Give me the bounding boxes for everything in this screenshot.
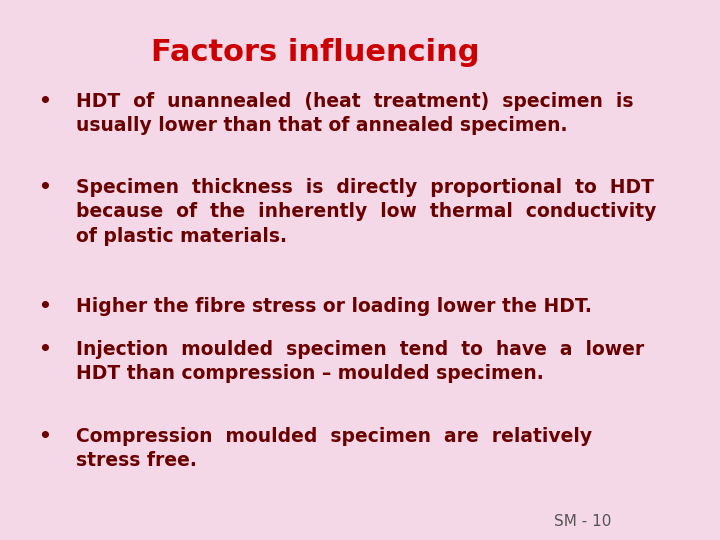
Text: Factors influencing: Factors influencing: [151, 38, 480, 67]
Text: Injection  moulded  specimen  tend  to  have  a  lower
HDT than compression – mo: Injection moulded specimen tend to have …: [76, 340, 644, 383]
Text: Specimen  thickness  is  directly  proportional  to  HDT
because  of  the  inher: Specimen thickness is directly proportio…: [76, 178, 656, 246]
Text: Higher the fibre stress or loading lower the HDT.: Higher the fibre stress or loading lower…: [76, 297, 592, 316]
Text: •: •: [37, 178, 50, 197]
Text: SM - 10: SM - 10: [554, 514, 612, 529]
Text: Compression  moulded  specimen  are  relatively
stress free.: Compression moulded specimen are relativ…: [76, 427, 592, 470]
Text: •: •: [37, 297, 50, 316]
Text: •: •: [37, 92, 50, 111]
Text: •: •: [37, 340, 50, 359]
Text: •: •: [37, 427, 50, 446]
Text: HDT  of  unannealed  (heat  treatment)  specimen  is
usually lower than that of : HDT of unannealed (heat treatment) speci…: [76, 92, 633, 135]
